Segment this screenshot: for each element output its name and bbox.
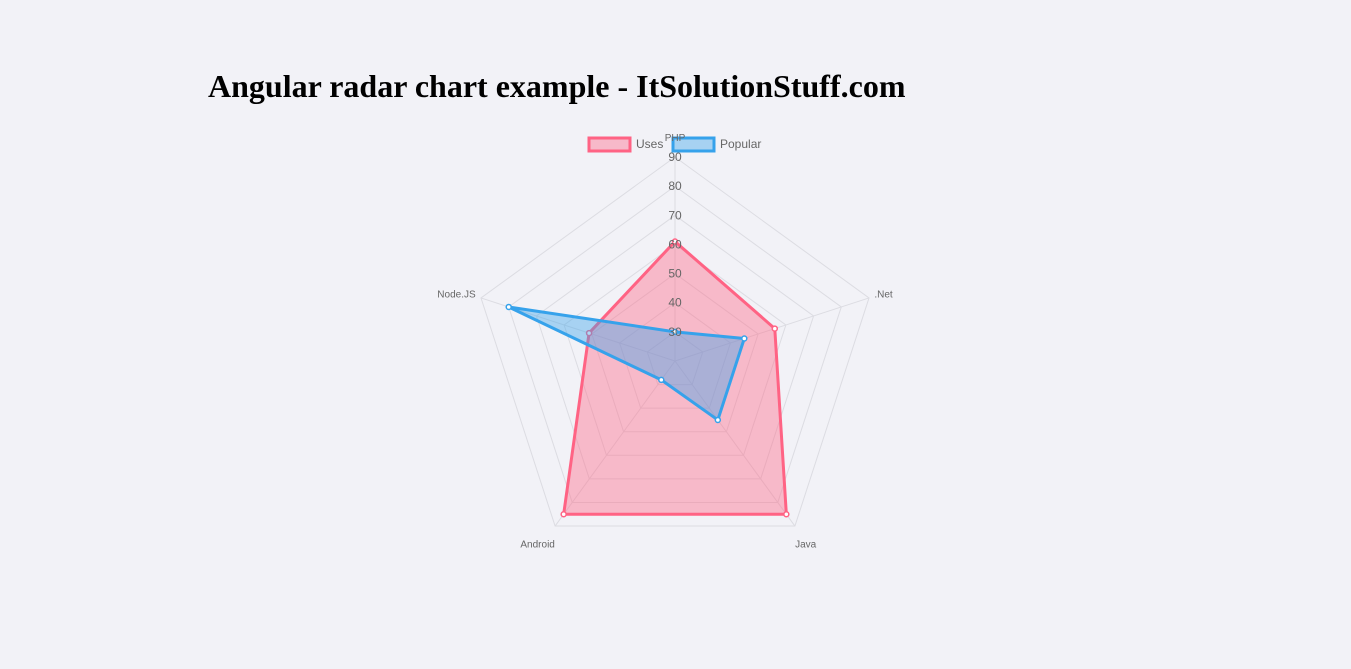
tick-label: 80 xyxy=(668,179,682,193)
axis-label-node-js: Node.JS xyxy=(437,290,476,301)
tick-label: 90 xyxy=(668,150,682,164)
grid-ring xyxy=(563,243,787,456)
series-popular xyxy=(505,303,748,424)
point-uses-android[interactable] xyxy=(560,511,567,518)
axis-label-java: Java xyxy=(795,539,817,550)
page-title: Angular radar chart example - ItSolution… xyxy=(208,68,906,104)
tick-label: 50 xyxy=(668,267,682,281)
grid-ring xyxy=(508,185,842,503)
grid-ring xyxy=(535,214,815,480)
axis-label-php: PHP xyxy=(665,133,686,144)
point-uses-java[interactable] xyxy=(783,511,790,518)
axis-label-android: Android xyxy=(520,539,554,550)
point-uses-php[interactable] xyxy=(671,238,679,245)
radar-series xyxy=(505,238,790,518)
point-popular-net[interactable] xyxy=(741,335,748,342)
tick-label: 30 xyxy=(668,325,682,339)
point-popular-php[interactable] xyxy=(671,328,679,336)
radar-axis-labels: PHP .Net Java Android Node.JS xyxy=(437,133,893,550)
series-uses xyxy=(560,238,790,518)
legend-swatch-popular xyxy=(671,136,716,153)
legend: Uses Popular xyxy=(587,136,761,153)
point-popular-node-js[interactable] xyxy=(505,303,512,311)
point-uses-node-js[interactable] xyxy=(585,329,593,337)
angle-line xyxy=(554,360,676,527)
angle-line xyxy=(674,360,796,527)
legend-label-uses: Uses xyxy=(636,137,663,151)
tick-label: 40 xyxy=(668,296,682,310)
grid-ring xyxy=(646,331,704,386)
legend-label-popular: Popular xyxy=(720,137,761,151)
point-uses-net[interactable] xyxy=(771,325,779,332)
point-popular-java[interactable] xyxy=(714,416,722,424)
axis-label-net: .Net xyxy=(874,290,893,301)
series-area-popular xyxy=(507,305,746,422)
tick-label: 70 xyxy=(668,208,682,222)
tick-label: 60 xyxy=(668,237,682,251)
legend-item-uses[interactable]: Uses xyxy=(587,136,663,153)
series-area-uses xyxy=(562,240,788,516)
legend-item-popular[interactable]: Popular xyxy=(671,136,761,153)
point-popular-android[interactable] xyxy=(658,376,665,384)
radar-ticks: 30 40 50 60 70 80 90 xyxy=(668,150,682,339)
grid-ring xyxy=(480,156,870,527)
legend-swatch-uses xyxy=(587,136,632,153)
grid-ring xyxy=(591,272,759,433)
